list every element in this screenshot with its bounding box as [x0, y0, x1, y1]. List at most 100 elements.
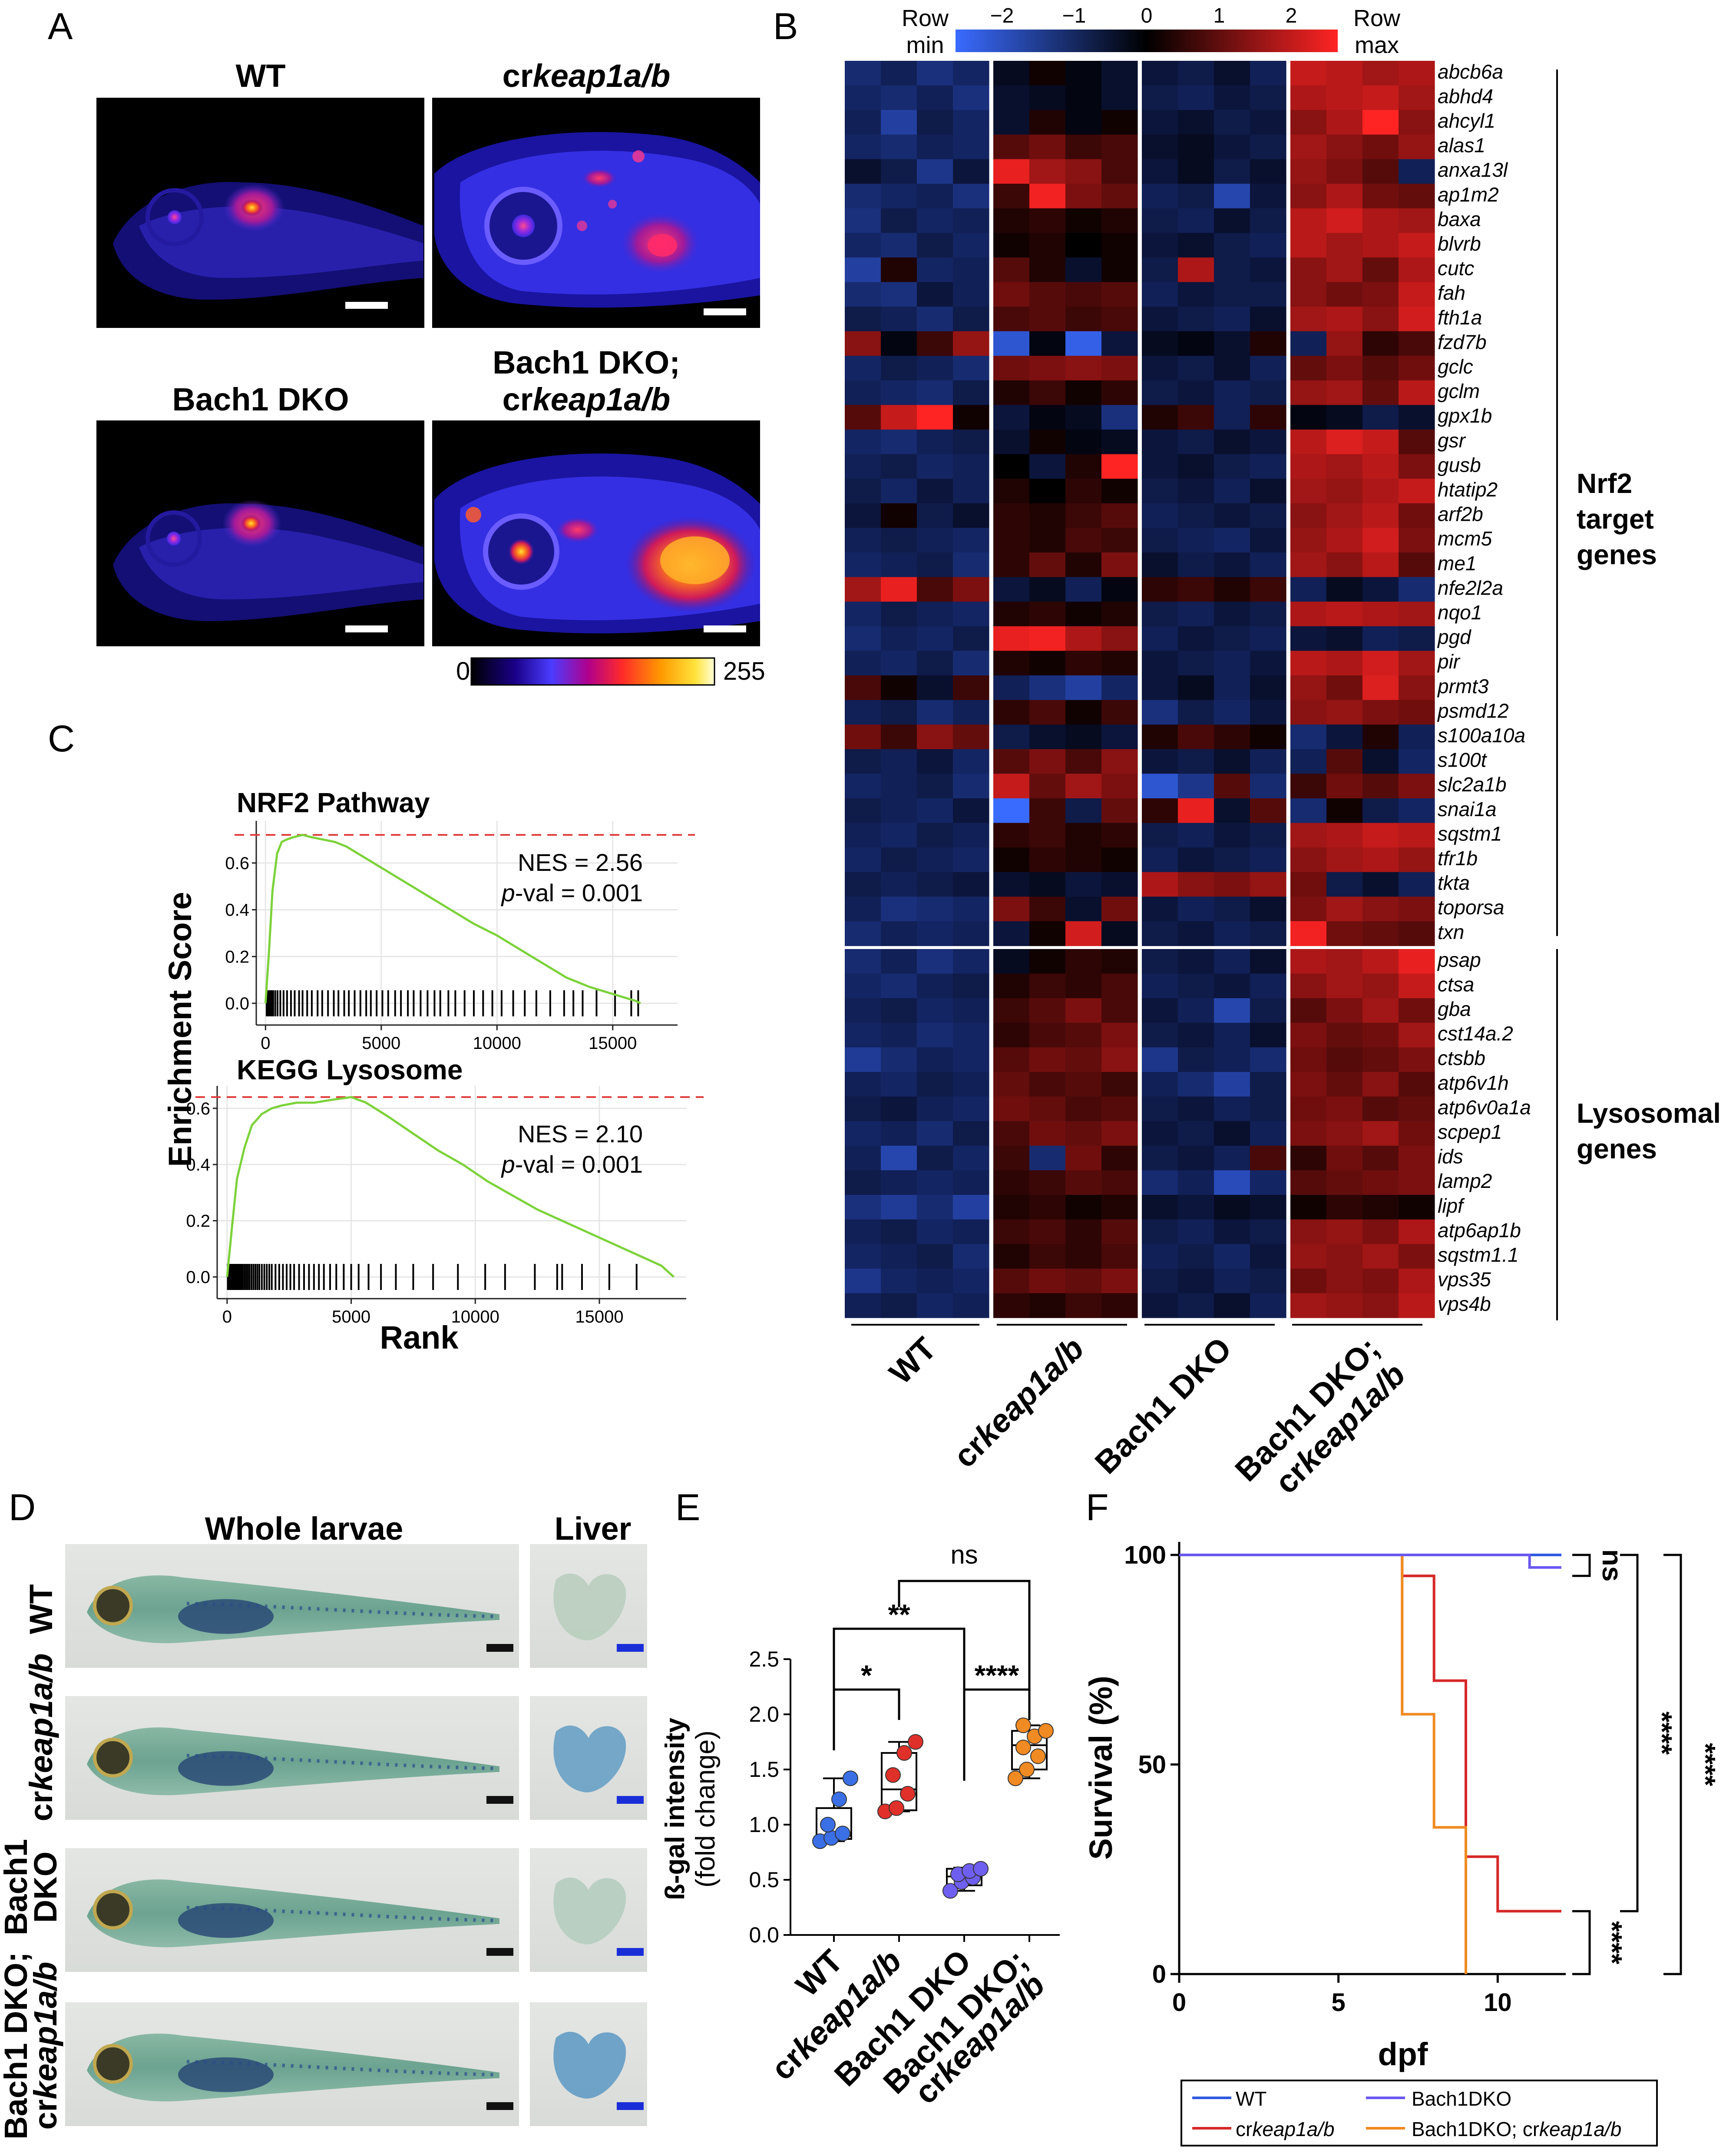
heatmap-cell: [917, 503, 953, 528]
heatmap-cell: [1250, 208, 1286, 233]
gsea-nes-label: NES = 2.56: [518, 849, 643, 876]
heatmap-cell: [1362, 61, 1399, 86]
heatmap-gene-label: tkta: [1438, 872, 1470, 894]
e-data-point: [1038, 1723, 1054, 1739]
heatmap-cell: [1142, 998, 1178, 1023]
heatmap-cell: [881, 454, 917, 479]
heatmap-cell: [1290, 1072, 1327, 1097]
heatmap-cell: [993, 896, 1030, 922]
heatmap-cell: [993, 651, 1030, 676]
heatmap-cell: [1214, 724, 1250, 750]
heatmap-cell: [1029, 1072, 1066, 1097]
heatmap-cell: [1326, 774, 1363, 799]
heatmap-colorbar: Row min −2 −1 0 1 2 Row max: [902, 4, 1401, 58]
heatmap-cell: [1399, 257, 1435, 282]
heatmap-cell: [1178, 1121, 1214, 1146]
heatmap-cell: [1214, 405, 1250, 430]
heatmap-cell: [1362, 134, 1399, 159]
panel-f-x-label: dpf: [1378, 2036, 1428, 2072]
heatmap-cell: [1142, 1096, 1178, 1121]
heatmap-cell: [1178, 872, 1214, 897]
heatmap-cell: [917, 577, 953, 602]
heatmap-cell: [1178, 675, 1214, 701]
heatmap-cell: [1326, 896, 1363, 922]
heatmap-cell: [881, 1072, 917, 1097]
heatmap-cell: [1065, 85, 1102, 110]
heatmap-cell: [993, 257, 1030, 282]
heatmap-cell: [1142, 626, 1178, 651]
heatmap-cell: [1101, 896, 1138, 922]
larva-yolk: [178, 2057, 274, 2092]
heatmap-cell: [1290, 405, 1327, 430]
heatmap-cell: [1399, 602, 1435, 627]
heatmap-cell: [1250, 307, 1286, 332]
heatmap-cell: [1142, 430, 1178, 455]
heatmap-gene-label: sqstm1: [1438, 822, 1502, 845]
heatmap-cell: [1029, 307, 1066, 332]
heatmap-cell: [881, 1022, 917, 1048]
heatmap-cell: [1065, 110, 1102, 135]
heatmap-gene-label: htatip2: [1438, 478, 1498, 501]
heatmap-cell: [1326, 749, 1363, 774]
heatmap-cell: [1290, 896, 1327, 922]
heatmap-cell: [1214, 847, 1250, 873]
heatmap-cell: [953, 479, 989, 504]
colorbar-row-min-bottom: min: [906, 32, 944, 58]
heatmap-cell: [1142, 1072, 1178, 1097]
heatmap-cell: [881, 602, 917, 627]
heatmap-cell: [1029, 949, 1066, 974]
nrf2-label-line: genes: [1577, 539, 1657, 570]
heatmap-gene-label: gusb: [1438, 453, 1481, 476]
heatmap-cell: [953, 724, 989, 750]
heatmap-cell: [1290, 823, 1327, 848]
gsea-enrichment-curve: [264, 833, 641, 1005]
heatmap-cell: [1029, 577, 1066, 602]
heatmap-cell: [845, 1022, 881, 1048]
heatmap-cell: [953, 159, 989, 184]
heatmap-cell: [1101, 921, 1138, 946]
heatmap-cell: [1326, 1096, 1363, 1121]
heatmap-cell: [1250, 1022, 1286, 1048]
heatmap-cell: [1029, 479, 1066, 504]
heatmap-cell: [1101, 380, 1138, 405]
e-data-point: [843, 1770, 858, 1786]
heatmap-cell: [1250, 949, 1286, 974]
heatmap-cell: [1065, 577, 1102, 602]
heatmap-cell: [1214, 774, 1250, 799]
heatmap-cell: [1399, 1072, 1435, 1097]
heatmap-cell: [1362, 1268, 1399, 1293]
heatmap-cell: [881, 257, 917, 282]
gsea-pval-label: p-val = 0.001: [501, 879, 643, 906]
heatmap-cell: [1178, 798, 1214, 823]
panel-a-colorbar: 0 255: [456, 657, 765, 686]
heatmap-cell: [993, 454, 1030, 479]
panel-d-col-liver: Liver: [555, 1511, 632, 1547]
heatmap-cell: [917, 405, 953, 430]
heatmap-cell: [1101, 1268, 1138, 1293]
heatmap-cell: [953, 921, 989, 946]
heatmap-cell: [881, 577, 917, 602]
heatmap-cell: [1065, 774, 1102, 799]
heatmap-cell: [917, 61, 953, 86]
e-data-point: [885, 1767, 901, 1783]
heatmap-gene-label: anxa13l: [1438, 159, 1508, 181]
heatmap-cell: [1029, 503, 1066, 528]
heatmap-cell: [1362, 184, 1399, 209]
gsea-x-tick-label: 10000: [473, 1034, 521, 1053]
f-significance-bracket: [1620, 1554, 1639, 1912]
heatmap-cell: [1178, 503, 1214, 528]
f-significance-label: ****: [1647, 1711, 1678, 1755]
heatmap-gene-label: lipf: [1438, 1194, 1465, 1217]
heatmap-cell: [1290, 973, 1327, 999]
heatmap-cell: [1065, 749, 1102, 774]
e-significance-label: ****: [975, 1659, 1019, 1691]
heatmap-cell: [1178, 949, 1214, 974]
heatmap-cell: [1178, 1072, 1214, 1097]
heatmap-cell: [1399, 1195, 1435, 1220]
heatmap-cell: [1362, 774, 1399, 799]
heatmap-cell: [1142, 61, 1178, 86]
e-data-point: [831, 1791, 847, 1807]
heatmap-cell: [1214, 184, 1250, 209]
heatmap-cell: [1326, 1244, 1363, 1269]
heatmap-cell: [953, 949, 989, 974]
